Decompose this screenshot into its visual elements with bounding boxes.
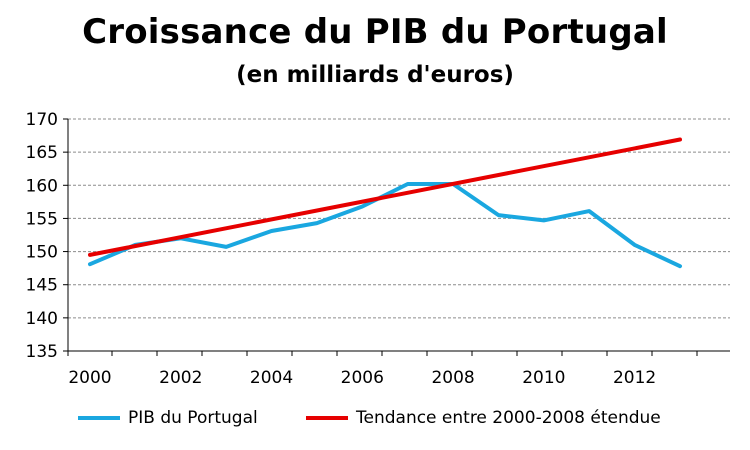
y-tick-label: 150 bbox=[26, 243, 58, 263]
x-tick-label: 2006 bbox=[341, 368, 384, 388]
chart-title: Croissance du PIB du Portugal bbox=[82, 12, 668, 52]
legend-label-pib: PIB du Portugal bbox=[128, 408, 258, 428]
y-tick-label: 155 bbox=[26, 209, 58, 229]
y-tick-label: 135 bbox=[26, 342, 58, 362]
chart-subtitle: (en milliards d'euros) bbox=[236, 62, 514, 88]
legend-item-pib: PIB du Portugal bbox=[78, 406, 258, 430]
y-tick-label: 160 bbox=[26, 176, 58, 196]
x-tick-label: 2010 bbox=[522, 368, 565, 388]
x-tick-label: 2012 bbox=[613, 368, 656, 388]
legend-swatch-tendance bbox=[306, 416, 348, 420]
legend-label-tendance: Tendance entre 2000-2008 étendue bbox=[356, 408, 661, 428]
series-lines bbox=[88, 137, 682, 269]
x-tick-label: 2002 bbox=[159, 368, 202, 388]
x-tick-label: 2008 bbox=[431, 368, 474, 388]
y-tick-label: 165 bbox=[26, 143, 58, 163]
y-tick-label: 170 bbox=[26, 110, 58, 130]
x-tick-labels: 2000 2002 2004 2006 2008 2010 2012 bbox=[68, 368, 656, 388]
x-tick-label: 2004 bbox=[250, 368, 293, 388]
y-tick-label: 145 bbox=[26, 276, 58, 296]
y-tick-label: 140 bbox=[26, 309, 58, 329]
series-line-tendance bbox=[88, 137, 682, 257]
legend-swatch-pib bbox=[78, 416, 120, 420]
legend-item-tendance: Tendance entre 2000-2008 étendue bbox=[306, 406, 661, 430]
y-tick-labels: 135 140 145 150 155 160 165 170 bbox=[26, 110, 58, 362]
axes bbox=[63, 118, 730, 356]
x-tick-label: 2000 bbox=[68, 368, 111, 388]
